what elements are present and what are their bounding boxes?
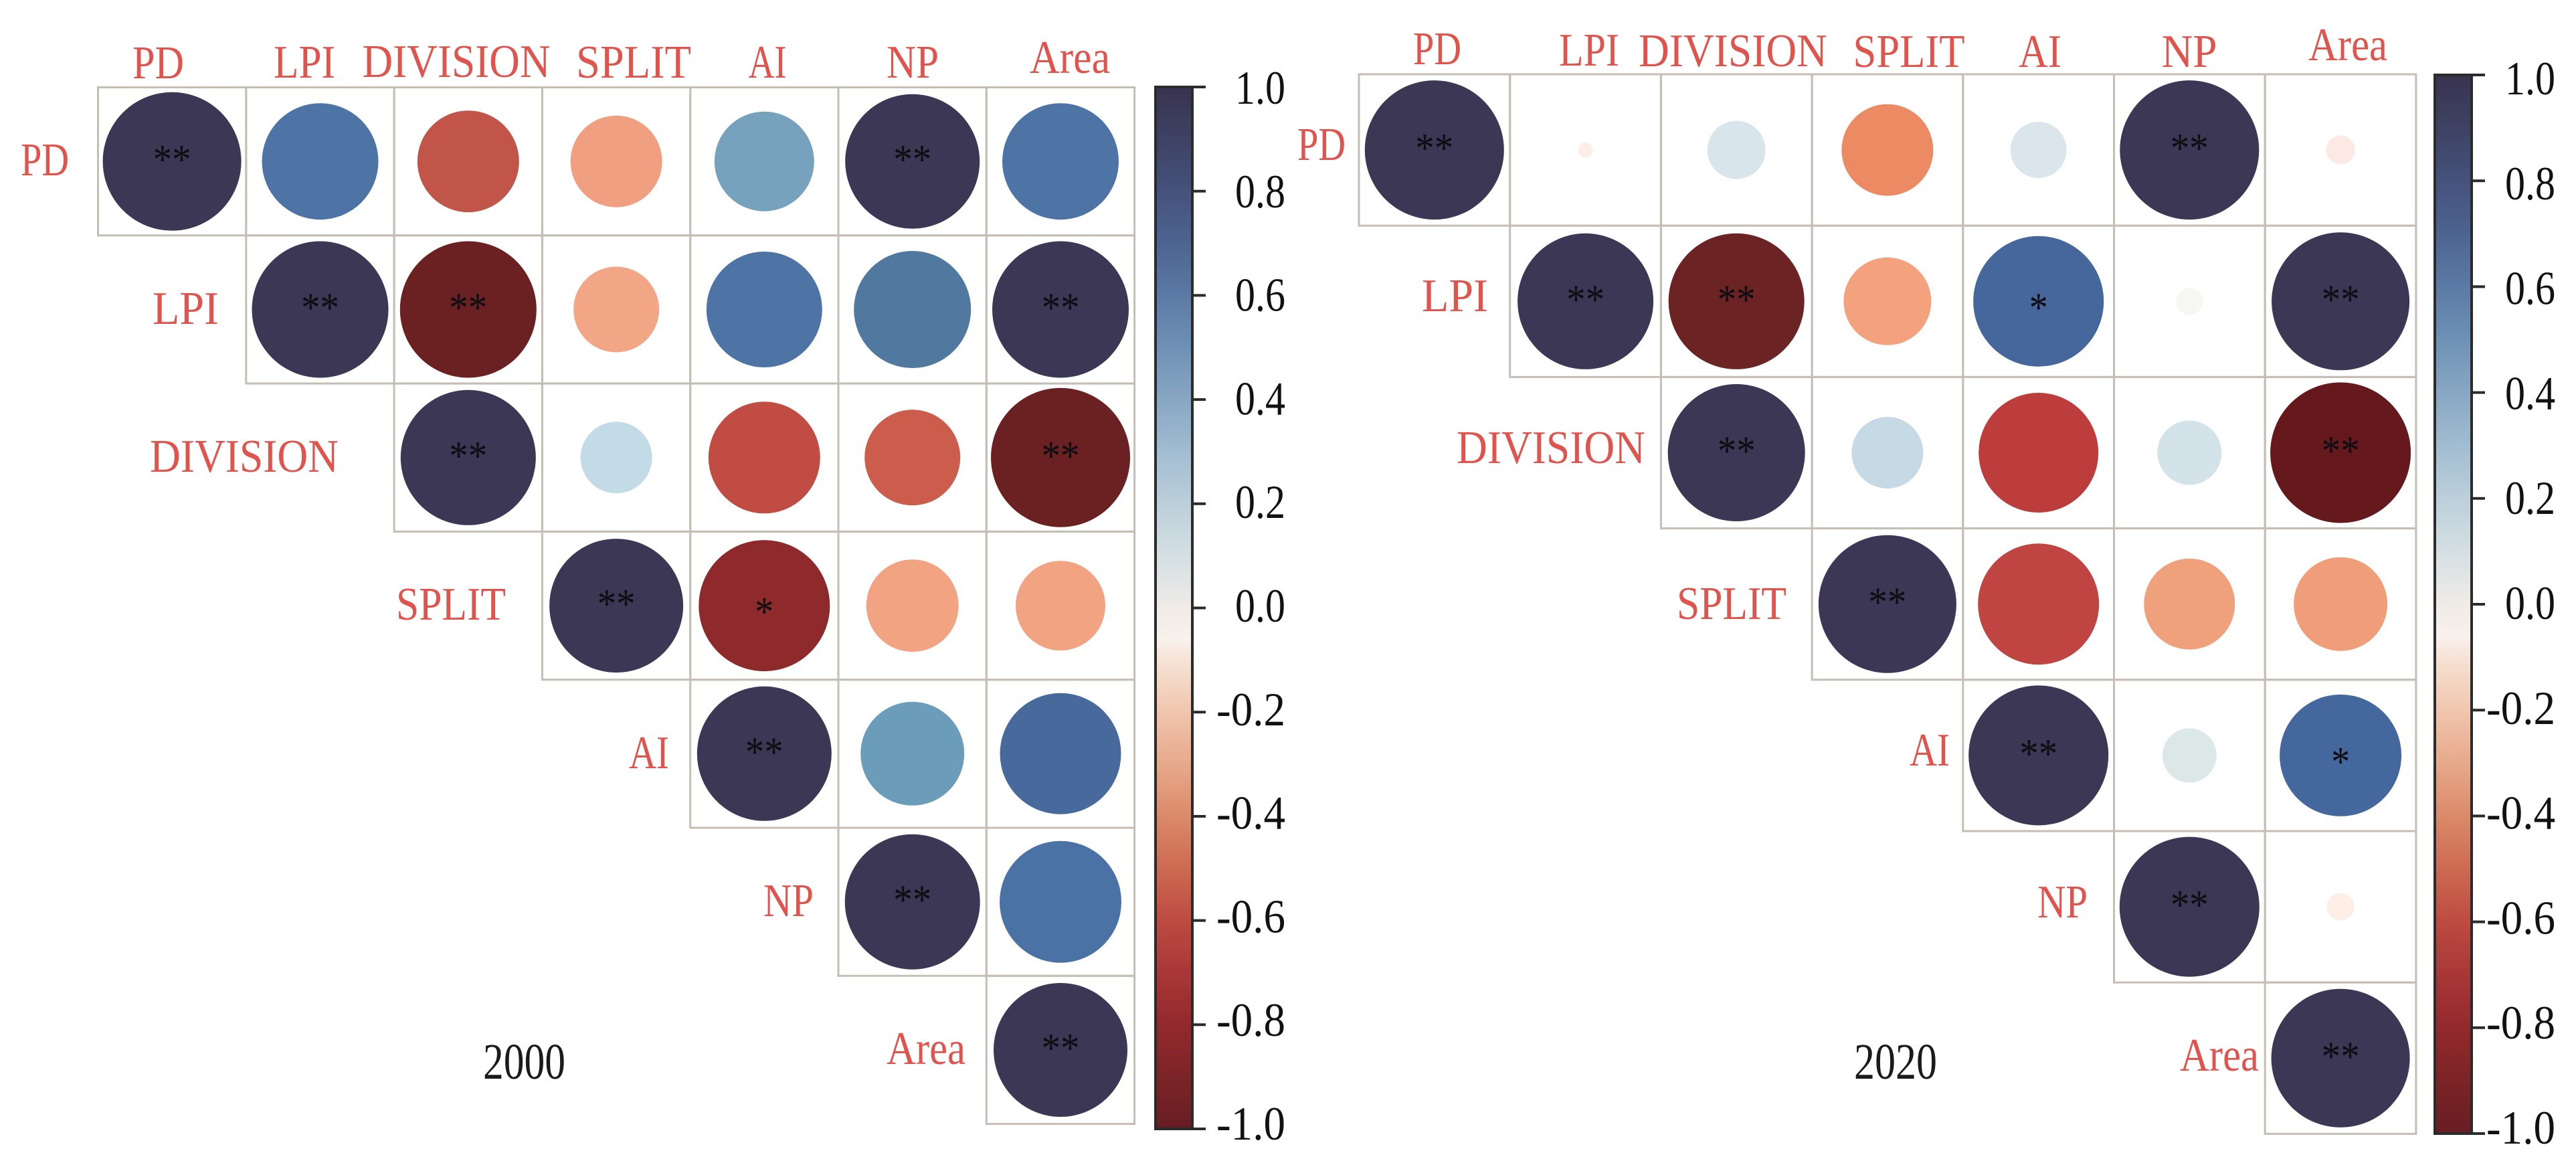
svg-text:**: ** [2171, 883, 2209, 928]
svg-text:**: ** [893, 137, 931, 183]
svg-text:LPI: LPI [274, 37, 335, 88]
svg-text:SPLIT: SPLIT [396, 579, 506, 630]
svg-text:LPI: LPI [1422, 270, 1488, 322]
svg-text:Area: Area [887, 1023, 965, 1075]
svg-text:PD: PD [1413, 23, 1461, 75]
svg-text:0.6: 0.6 [1235, 270, 1285, 322]
svg-text:**: ** [1415, 126, 1453, 171]
svg-text:*: * [2029, 285, 2048, 331]
svg-text:NP: NP [2162, 26, 2217, 78]
svg-text:-0.6: -0.6 [2486, 892, 2555, 944]
svg-text:**: ** [1718, 429, 1756, 474]
svg-text:DIVISION: DIVISION [363, 36, 551, 88]
svg-text:-0.2: -0.2 [1216, 684, 1285, 736]
svg-text:0.2: 0.2 [1235, 476, 1285, 529]
svg-text:0.8: 0.8 [2505, 158, 2555, 210]
svg-text:**: ** [2019, 731, 2057, 777]
svg-text:Area: Area [2180, 1030, 2259, 1081]
svg-text:-0.8: -0.8 [1216, 994, 1285, 1047]
svg-text:DIVISION: DIVISION [1457, 422, 1645, 474]
svg-text:PD: PD [1297, 119, 1346, 171]
svg-text:0.4: 0.4 [2505, 367, 2555, 420]
svg-text:-0.4: -0.4 [2486, 788, 2555, 840]
svg-text:LPI: LPI [1559, 25, 1619, 76]
svg-text:Area: Area [2308, 19, 2387, 71]
svg-text:-0.6: -0.6 [1216, 891, 1285, 943]
svg-text:**: ** [597, 582, 636, 627]
svg-text:0.0: 0.0 [2505, 577, 2555, 630]
svg-text:**: ** [893, 878, 931, 923]
svg-text:**: ** [1042, 434, 1080, 479]
svg-text:0.4: 0.4 [1235, 373, 1285, 425]
svg-text:**: ** [1566, 277, 1604, 323]
svg-text:**: ** [301, 286, 339, 331]
svg-text:**: ** [1042, 286, 1080, 331]
svg-text:*: * [2331, 739, 2350, 785]
svg-text:DIVISION: DIVISION [150, 431, 339, 482]
svg-text:0.0: 0.0 [1235, 580, 1285, 632]
svg-text:NP: NP [763, 875, 814, 927]
svg-text:Area: Area [1030, 32, 1110, 84]
svg-text:0.2: 0.2 [2505, 472, 2555, 525]
svg-text:0.6: 0.6 [2505, 263, 2555, 315]
svg-text:*: * [755, 590, 773, 635]
svg-text:1.0: 1.0 [1235, 62, 1285, 114]
svg-text:**: ** [745, 729, 784, 775]
svg-text:2020: 2020 [1854, 1034, 1937, 1090]
svg-text:-1.0: -1.0 [1216, 1098, 1285, 1150]
svg-text:PD: PD [21, 135, 69, 186]
svg-text:-1.0: -1.0 [2486, 1102, 2555, 1154]
svg-text:**: ** [2322, 1034, 2360, 1079]
svg-text:SPLIT: SPLIT [1677, 578, 1786, 630]
svg-text:SPLIT: SPLIT [576, 37, 691, 88]
svg-text:**: ** [1042, 1026, 1080, 1071]
svg-text:AI: AI [2019, 26, 2061, 78]
svg-text:**: ** [153, 137, 191, 183]
svg-text:0.8: 0.8 [1235, 166, 1285, 218]
svg-text:PD: PD [132, 37, 184, 89]
svg-text:LPI: LPI [153, 283, 219, 335]
svg-text:NP: NP [2037, 877, 2088, 928]
svg-text:DIVISION: DIVISION [1639, 25, 1827, 77]
svg-text:**: ** [1718, 277, 1756, 323]
svg-text:**: ** [449, 434, 487, 479]
svg-text:1.0: 1.0 [2505, 53, 2555, 105]
svg-text:NP: NP [887, 37, 939, 88]
svg-text:-0.4: -0.4 [1216, 788, 1285, 840]
svg-text:-0.2: -0.2 [2486, 683, 2555, 735]
svg-text:AI: AI [1910, 725, 1950, 776]
svg-text:**: ** [2322, 277, 2360, 323]
svg-text:-0.8: -0.8 [2486, 997, 2555, 1049]
svg-text:2000: 2000 [483, 1034, 565, 1090]
svg-text:AI: AI [749, 37, 787, 88]
svg-text:**: ** [449, 286, 487, 331]
svg-text:AI: AI [629, 727, 669, 779]
svg-text:**: ** [2322, 429, 2360, 474]
svg-text:**: ** [2171, 126, 2209, 171]
svg-text:SPLIT: SPLIT [1853, 26, 1965, 78]
svg-text:**: ** [1868, 580, 1906, 626]
